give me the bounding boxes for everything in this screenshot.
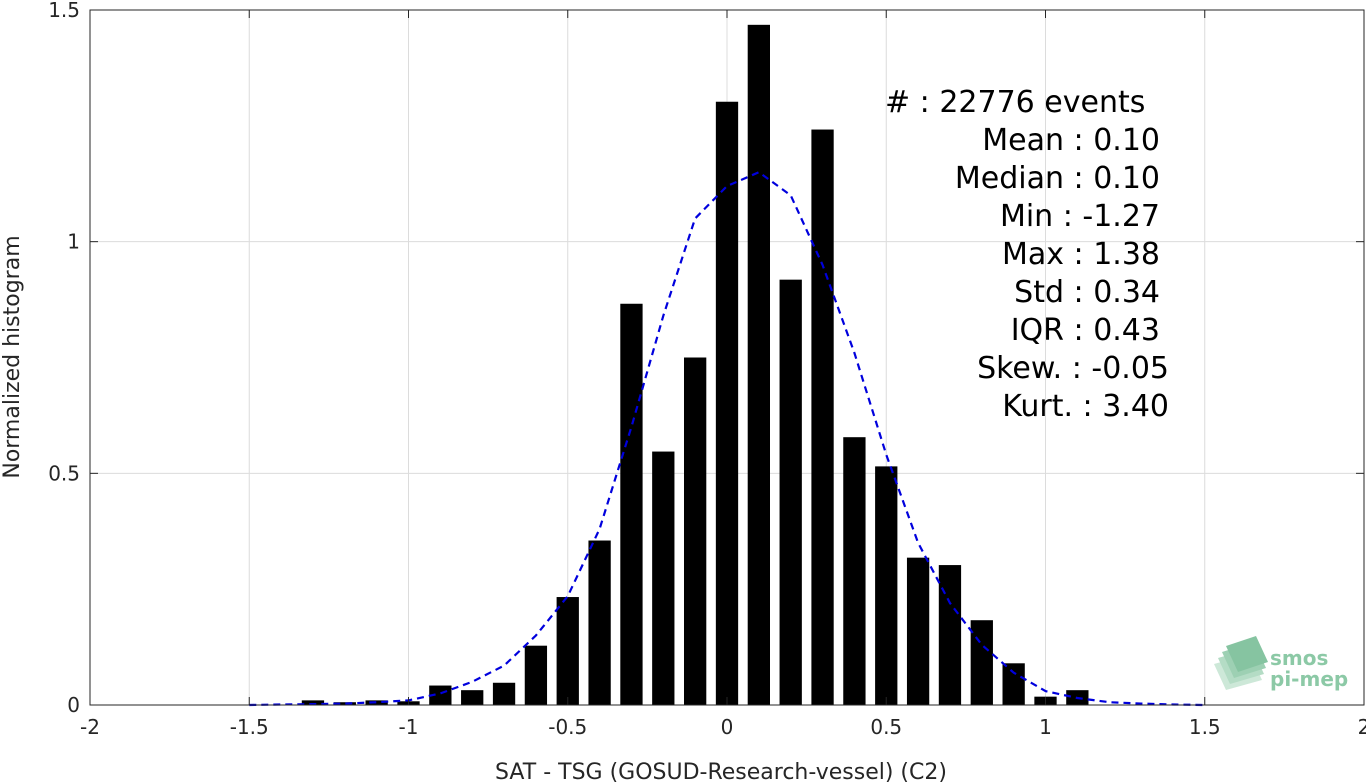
x-tick-label: 1	[1039, 715, 1052, 739]
stat-mean: Mean : 0.10	[982, 123, 1160, 158]
histogram-bar	[524, 645, 548, 705]
x-tick-label: -1.5	[230, 715, 269, 739]
x-tick-label: 0	[721, 715, 734, 739]
y-tick-label: 0	[67, 693, 80, 717]
stat-iqr: IQR : 0.43	[1011, 313, 1160, 348]
y-tick-label: 1.5	[48, 0, 80, 22]
y-tick-labels: 0 0.5 1 1.5	[48, 0, 80, 717]
histogram-bar	[492, 682, 516, 705]
logo-text-pimep: pi-mep	[1270, 667, 1348, 691]
histogram-bar	[938, 565, 962, 705]
x-tick-labels: -2 -1.5 -1 -0.5 0 0.5 1 1.5 2	[80, 715, 1366, 739]
bars	[301, 24, 1089, 706]
logo-layers-icon	[1214, 636, 1268, 690]
histogram-bar	[875, 466, 898, 705]
smos-pimep-logo: smos pi-mep	[1214, 636, 1348, 691]
histogram-bar	[811, 129, 834, 706]
stat-std: Std : 0.34	[1014, 275, 1160, 310]
histogram-bar	[715, 101, 739, 706]
histogram-bar	[333, 702, 356, 705]
histogram-bar	[843, 437, 866, 705]
x-tick-label: -1	[399, 715, 419, 739]
x-tick-label: 0.5	[870, 715, 902, 739]
x-tick-label: 2	[1358, 715, 1366, 739]
stat-kurt: Kurt. : 3.40	[1002, 389, 1169, 424]
x-tick-label: -2	[80, 715, 100, 739]
histogram-bar	[652, 451, 675, 705]
x-tick-label: -0.5	[548, 715, 587, 739]
histogram-bar	[588, 540, 611, 705]
x-tick-label: 1.5	[1189, 715, 1221, 739]
stat-max: Max : 1.38	[1002, 237, 1160, 272]
stat-skew: Skew. : -0.05	[977, 351, 1169, 386]
tick-marks	[89, 9, 1365, 706]
histogram-bar	[747, 24, 770, 706]
histogram-bar	[1002, 663, 1025, 705]
stat-median: Median : 0.10	[955, 161, 1160, 196]
histogram-bar	[461, 690, 484, 705]
y-tick-label: 1	[67, 230, 80, 254]
histogram-bar	[970, 620, 993, 705]
stat-events: # : 22776 events	[885, 85, 1145, 120]
histogram-bar	[301, 700, 325, 705]
y-tick-label: 0.5	[48, 461, 80, 485]
stat-min: Min : -1.27	[1000, 199, 1160, 234]
histogram-bar	[620, 303, 643, 705]
histogram-bar	[684, 357, 707, 705]
histogram-bar	[779, 279, 802, 705]
x-axis-label: SAT - TSG (GOSUD-Research-vessel) (C2)	[495, 760, 947, 784]
logo-text-smos: smos	[1270, 646, 1328, 670]
histogram-bar	[556, 597, 579, 705]
histogram-bar	[906, 557, 930, 705]
histogram-bar	[365, 700, 388, 705]
y-axis-label: Normalized histogram	[0, 235, 25, 478]
stats-box: # : 22776 events Mean : 0.10 Median : 0.…	[885, 85, 1169, 424]
